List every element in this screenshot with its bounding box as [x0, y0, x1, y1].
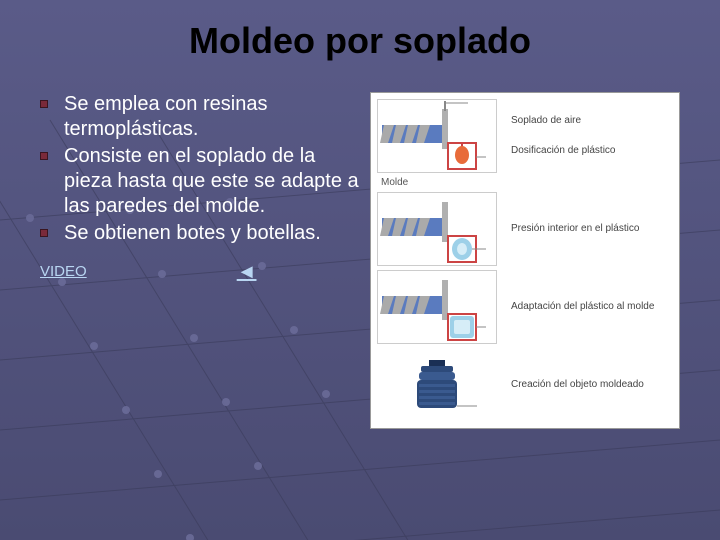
bullet-text: Consiste en el soplado de la pieza hasta… — [64, 144, 360, 219]
bullet-text: Se emplea con resinas termoplásticas. — [64, 92, 360, 142]
diagram-panel: Soplado de aire Dosificación de plástico… — [370, 92, 680, 429]
video-link[interactable]: VIDEO — [40, 263, 87, 282]
list-item: Se emplea con resinas termoplásticas. — [40, 92, 360, 142]
bullet-icon — [40, 229, 56, 246]
stage-4-label: Creación del objeto moldeado — [503, 379, 673, 391]
bullet-text: Se obtienen botes y botellas. — [64, 221, 321, 246]
stage-3-image — [377, 270, 497, 344]
list-item: Se obtienen botes y botellas. — [40, 221, 360, 246]
molde-label: Molde — [377, 177, 673, 188]
stage-1-label-top: Soplado de aire — [511, 115, 673, 127]
stage-4: Creación del objeto moldeado — [377, 348, 673, 422]
stage-2: Presión interior en el plástico — [377, 192, 673, 266]
stage-2-image — [377, 192, 497, 266]
stage-3: Adaptación del plástico al molde — [377, 270, 673, 344]
stage-2-label: Presión interior en el plástico — [503, 223, 673, 235]
bullet-icon — [40, 100, 56, 142]
stage-1-labels: Soplado de aire Dosificación de plástico — [503, 115, 673, 157]
stage-3-label: Adaptación del plástico al molde — [503, 301, 673, 313]
stage-1-image — [377, 99, 497, 173]
page-title: Moldeo por soplado — [40, 20, 680, 62]
list-item: Consiste en el soplado de la pieza hasta… — [40, 144, 360, 219]
stage-4-image — [377, 348, 497, 422]
back-arrow-link[interactable]: ◄ — [237, 260, 257, 285]
stage-1: Soplado de aire Dosificación de plástico — [377, 99, 673, 173]
bullet-list: Se emplea con resinas termoplásticas. Co… — [40, 92, 360, 429]
bullet-icon — [40, 152, 56, 219]
stage-1-label-bottom: Dosificación de plástico — [511, 145, 673, 157]
